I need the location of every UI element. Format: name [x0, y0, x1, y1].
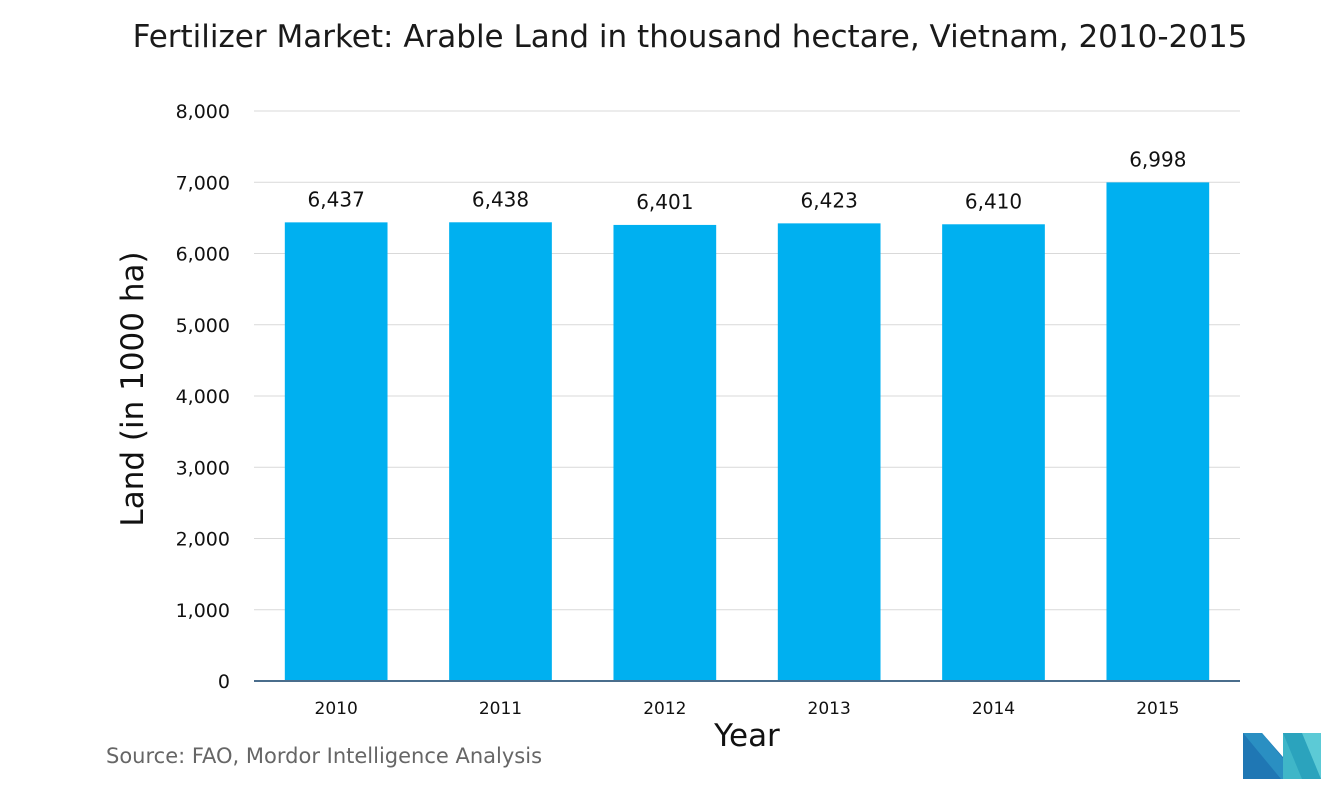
bar-2014 [942, 224, 1045, 681]
y-tick-label: 3,000 [176, 457, 230, 479]
y-tick-label: 8,000 [176, 101, 230, 123]
data-label-2012: 6,401 [636, 190, 693, 214]
y-tick-label: 7,000 [176, 172, 230, 194]
bar-2015 [1106, 182, 1210, 681]
y-tick-label: 0 [218, 671, 230, 693]
bar-2012 [613, 224, 717, 681]
data-labels: 6,437 6,438 6,401 6,423 6,410 6,998 [308, 147, 1187, 214]
x-tick-label-2011: 2011 [479, 699, 522, 719]
data-label-2011: 6,438 [472, 187, 529, 211]
x-tick-label-2013: 2013 [808, 699, 851, 719]
y-tick-label: 1,000 [176, 600, 230, 622]
bar-2011 [449, 222, 552, 682]
data-label-2010: 6,437 [308, 187, 365, 211]
y-tick-label: 4,000 [176, 386, 230, 408]
x-tick-label-2012: 2012 [643, 699, 686, 719]
x-axis-ticks: 2010 2011 2012 2013 2014 2015 [315, 699, 1180, 719]
y-tick-label: 6,000 [176, 244, 230, 266]
source-note: Source: FAO, Mordor Intelligence Analysi… [106, 744, 542, 768]
x-tick-label-2014: 2014 [972, 699, 1015, 719]
gridlines [254, 110, 1240, 611]
mordor-intelligence-logo-icon [1243, 733, 1321, 779]
y-tick-label: 2,000 [176, 529, 230, 551]
bar-2010 [284, 222, 388, 681]
x-axis-title: Year [713, 718, 780, 754]
y-tick-label: 5,000 [176, 315, 230, 337]
data-label-2013: 6,423 [801, 188, 858, 212]
bars [284, 182, 1210, 682]
bar-2013 [777, 223, 881, 681]
y-axis-ticks: 0 1,000 2,000 3,000 4,000 5,000 6,000 7,000 8,00… [176, 101, 230, 693]
data-label-2015: 6,998 [1129, 147, 1186, 171]
data-label-2014: 6,410 [965, 189, 1022, 213]
x-tick-label-2015: 2015 [1136, 699, 1179, 719]
x-tick-label-2010: 2010 [315, 699, 358, 719]
y-axis-title: Land (in 1000 ha) [115, 251, 151, 526]
chart-title: Fertilizer Market: Arable Land in thousa… [133, 19, 1248, 55]
